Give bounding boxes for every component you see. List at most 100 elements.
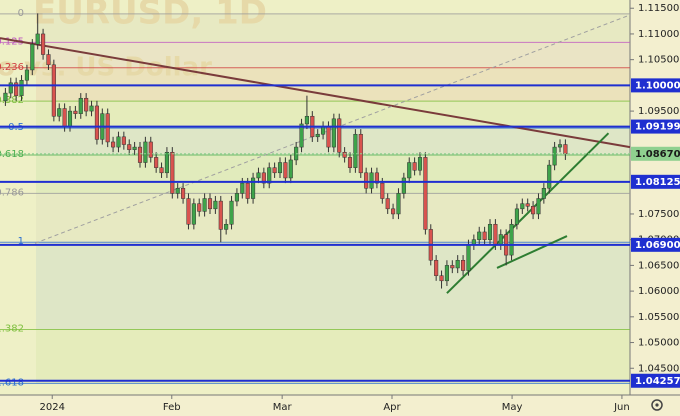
fib-band <box>36 42 630 68</box>
candle-body <box>67 110 73 127</box>
candle-body <box>299 123 304 148</box>
x-tick-label: Apr <box>383 402 401 413</box>
candle-body <box>487 223 493 240</box>
level-label: 1.10000 <box>635 80 680 91</box>
fib-band <box>36 193 630 243</box>
candle-body <box>175 187 180 194</box>
candle-body <box>111 141 116 148</box>
candle-body <box>380 182 385 199</box>
candle-body <box>304 115 309 125</box>
y-tick-label: 1.10500 <box>638 55 679 66</box>
candle-body <box>245 182 250 199</box>
candle-body <box>514 208 519 225</box>
candle-body <box>240 182 245 194</box>
candle-body <box>434 259 439 276</box>
candle-body <box>461 259 466 271</box>
x-tick-label: Feb <box>163 402 181 413</box>
candle-body <box>531 205 536 215</box>
level-tag <box>631 174 680 189</box>
candle-body <box>493 223 498 246</box>
candle-body <box>482 231 487 240</box>
candle-body <box>207 198 213 210</box>
candle-body <box>401 177 406 194</box>
level-label: 1.09199 <box>635 122 680 133</box>
candle-body <box>148 141 153 158</box>
candle-body <box>164 151 169 174</box>
fib-label: 1.618 <box>0 377 24 388</box>
candle-body <box>89 105 94 112</box>
candle-body <box>552 146 557 166</box>
candle-body <box>261 172 266 184</box>
candle-body <box>197 203 202 212</box>
candle-body <box>46 54 51 66</box>
candle-body <box>143 141 148 163</box>
candle-body <box>444 265 449 282</box>
candle-body <box>181 187 186 199</box>
y-tick-label: 1.07500 <box>638 209 679 220</box>
fib-label: 0.236 <box>0 62 24 73</box>
candle-body <box>272 167 277 174</box>
fib-label: 0.786 <box>0 187 24 198</box>
candle-body <box>159 167 164 174</box>
y-tick-label: 1.09500 <box>638 106 679 117</box>
fib-band <box>36 13 630 43</box>
gear-center[interactable] <box>655 403 659 407</box>
last-price-tag <box>631 146 680 161</box>
candle-body <box>391 208 396 215</box>
fib-band <box>36 242 630 330</box>
candle-body <box>353 133 358 168</box>
candle-body <box>547 164 552 189</box>
candle-body <box>8 82 13 94</box>
candle-body <box>498 234 503 246</box>
x-tick-label: Mar <box>273 402 293 413</box>
level-tag <box>631 119 680 134</box>
fib-label: 0.125 <box>0 36 24 47</box>
candle-body <box>224 223 229 230</box>
candle-body <box>116 136 121 148</box>
candle-body <box>337 118 342 153</box>
candle-body <box>137 146 143 163</box>
y-tick-label: 1.04500 <box>638 363 679 374</box>
candle-body <box>283 162 288 179</box>
settings-icon[interactable] <box>651 399 663 411</box>
candle-body <box>57 108 62 117</box>
candle-body <box>423 157 428 230</box>
candle-body <box>35 33 40 45</box>
candle-body <box>396 193 401 215</box>
candle-body <box>30 43 35 71</box>
candle-body <box>170 151 175 194</box>
candle-body <box>315 133 320 138</box>
y-tick-label: 1.11000 <box>638 29 679 40</box>
candle-body <box>14 82 19 96</box>
candle-body <box>202 198 207 212</box>
fib-label: 1 <box>18 236 24 247</box>
gear[interactable] <box>651 399 663 411</box>
candle-body <box>3 92 8 102</box>
candle-body <box>321 126 326 135</box>
candle-body <box>121 136 126 145</box>
candle-body <box>477 231 482 240</box>
candle-body <box>218 200 223 230</box>
level-label: 1.08125 <box>635 177 680 188</box>
candle-body <box>342 151 347 158</box>
candle-body <box>520 203 525 210</box>
x-tick-label: 2024 <box>40 402 65 413</box>
candle-body <box>466 244 471 271</box>
candle-body <box>267 167 272 184</box>
candle-body <box>369 172 374 189</box>
candle-body <box>229 200 234 225</box>
y-tick-label: 1.11500 <box>638 3 679 14</box>
candle-body <box>563 144 568 155</box>
candle-body <box>213 200 218 210</box>
fib-label: 0 <box>18 8 24 19</box>
candle-body <box>364 172 369 189</box>
candle-body <box>385 198 390 210</box>
candle-body <box>73 110 78 114</box>
level-tag <box>631 78 680 93</box>
candle-body <box>105 113 110 143</box>
x-tick-label: May <box>502 402 523 413</box>
x-tick-label: Jun <box>613 402 630 413</box>
candle-body <box>326 126 331 148</box>
candle-body <box>277 162 283 174</box>
candle-body <box>62 108 67 127</box>
